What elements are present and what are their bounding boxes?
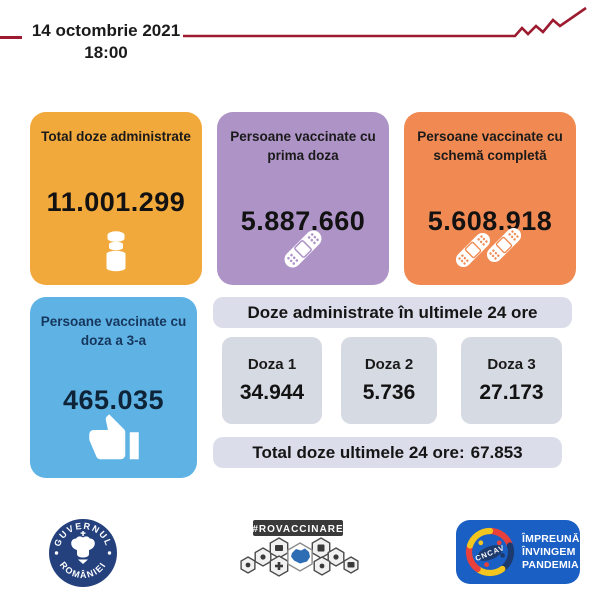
vial-icon	[106, 231, 126, 272]
card-title: Persoane vaccinate cu schemă completă	[417, 129, 563, 163]
eagle-crest-icon	[71, 531, 95, 564]
report-time: 18:00	[84, 43, 128, 63]
header-accent-dash	[0, 36, 22, 39]
cncav-slogan-line2: ÎNVINGEM	[522, 546, 576, 559]
bandaid-icon	[277, 223, 329, 275]
last24-total-value: 67.853	[470, 442, 523, 462]
card-value: 465.035	[62, 384, 165, 415]
card-value: 5.608.918	[427, 205, 553, 236]
cncav-slogan-line3: PANDEMIA	[522, 559, 579, 572]
romania-map-icon	[291, 548, 310, 564]
cncav-slogan-line1: ÎMPREUNĂ	[522, 533, 580, 545]
card-title: Persoane vaccinate cu prima doza	[230, 129, 376, 163]
cncav-circle-icon: CNCAV	[465, 527, 515, 577]
card-value: 11.001.299	[46, 186, 186, 217]
last24-total-pill: Total doze ultimele 24 ore: 67.853	[213, 437, 562, 468]
dose2-value: 5.736	[362, 381, 416, 404]
cncav-logo: CNCAV ÎMPREUNĂ ÎNVINGEM PANDEMIA	[456, 520, 580, 584]
card-total-doses: Total doze administrate 11.001.299	[30, 112, 202, 285]
government-seal-logo: GUVERNUL ROMÂNIEI	[49, 519, 117, 587]
dose3-label: Doza 3	[487, 356, 536, 373]
dose1-label: Doza 1	[247, 356, 297, 373]
card-value: 5.887.660	[240, 205, 366, 236]
card-full-schema: Persoane vaccinate cu schemă completă 5.…	[404, 112, 576, 285]
report-datetime: 14 octombrie 2021 18:00	[22, 20, 190, 64]
last24-total-label: Total doze ultimele 24 ore:	[252, 442, 465, 462]
rovaccinare-hashtag: #ROVACCINARE	[252, 524, 343, 535]
last24-section-title: Doze administrate în ultimele 24 ore	[213, 297, 572, 328]
dose3-value: 27.173	[479, 381, 544, 404]
card-first-dose: Persoane vaccinate cu prima doza 5.887.6…	[217, 112, 389, 285]
card-title: Total doze administrate	[41, 129, 191, 144]
dose2-box: Doza 2 5.736	[341, 337, 437, 424]
dose2-label: Doza 2	[364, 356, 414, 373]
last24-title-text: Doze administrate în ultimele 24 ore	[247, 302, 538, 322]
cncav-slogan: ÎMPREUNĂ ÎNVINGEM PANDEMIA	[522, 533, 580, 573]
double-bandaid-icon	[452, 224, 525, 271]
card-title: Persoane vaccinate cu doza a 3-a	[40, 314, 187, 348]
cncav-badge-text: CNCAV	[474, 543, 506, 563]
trend-line-icon	[183, 6, 587, 38]
dose1-value: 34.944	[239, 381, 305, 404]
hexagon-glyphs	[245, 544, 355, 570]
rovaccinare-logo: #ROVACCINARE	[240, 520, 359, 577]
thumbs-up-icon	[88, 414, 139, 460]
card-third-dose: Persoane vaccinate cu doza a 3-a 465.035	[30, 297, 197, 478]
dose3-box: Doza 3 27.173	[461, 337, 562, 424]
report-date: 14 octombrie 2021	[31, 21, 181, 40]
dose1-box: Doza 1 34.944	[222, 337, 322, 424]
